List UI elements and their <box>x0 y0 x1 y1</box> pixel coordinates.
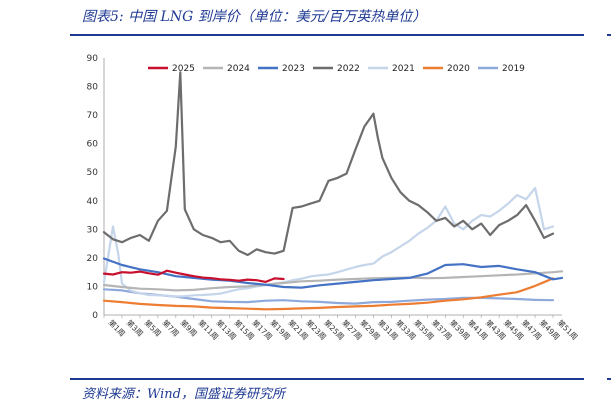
x-tick-label: 第5周 <box>143 317 164 338</box>
y-tick-label: 40 <box>87 197 99 207</box>
legend-label-2025: 2025 <box>172 64 195 74</box>
series-2022-line <box>102 71 555 257</box>
series-2025-line <box>102 269 285 283</box>
x-tick-label: 第3周 <box>125 317 146 338</box>
source-note: 资料来源：Wind，国盛证券研究所 <box>82 387 285 402</box>
series-2024-line <box>102 270 564 292</box>
right-edge-mark-bottom <box>607 378 611 380</box>
x-tick-label: 第9周 <box>178 317 199 338</box>
y-tick-label: 0 <box>92 311 98 321</box>
legend-label-2022: 2022 <box>337 64 360 74</box>
y-tick-label: 20 <box>87 254 99 264</box>
chart-axes <box>103 58 562 316</box>
legend-label-2024: 2024 <box>227 64 250 74</box>
title-rule <box>70 34 584 36</box>
legend-label-2020: 2020 <box>447 64 470 74</box>
y-tick-label: 90 <box>87 54 99 64</box>
y-tick-label: 10 <box>87 282 99 292</box>
x-tick-label: 第51周 <box>556 317 580 341</box>
series-lines <box>102 71 564 311</box>
y-tick-label: 80 <box>87 83 99 93</box>
series-2021-line <box>102 186 555 298</box>
y-tick-label: 60 <box>87 140 99 150</box>
x-tick-label: 第1周 <box>107 317 128 338</box>
x-axis-ticks: 第1周第3周第5周第7周第9周第11周第13周第15周第17周第19周第21周第… <box>103 315 580 342</box>
legend-label-2023: 2023 <box>282 64 305 74</box>
y-tick-label: 50 <box>87 168 99 178</box>
figure-title: 图表5: 中国 LNG 到岸价（单位：美元/百万英热单位） <box>82 9 427 25</box>
chart-legend: 2025 2024 2023 2022 2021 2020 2019 <box>148 64 525 74</box>
series-2020-line <box>102 277 555 311</box>
x-tick-label: 第7周 <box>160 317 181 338</box>
y-tick-label: 30 <box>87 225 99 235</box>
right-edge-mark-top <box>607 34 611 36</box>
legend-label-2019: 2019 <box>502 64 525 74</box>
y-axis-ticks: 0 10 20 30 40 50 60 70 80 90 <box>87 54 99 321</box>
series-2023-line <box>102 257 564 289</box>
legend-label-2021: 2021 <box>392 64 415 74</box>
y-tick-label: 70 <box>87 111 99 121</box>
source-rule <box>70 378 584 380</box>
